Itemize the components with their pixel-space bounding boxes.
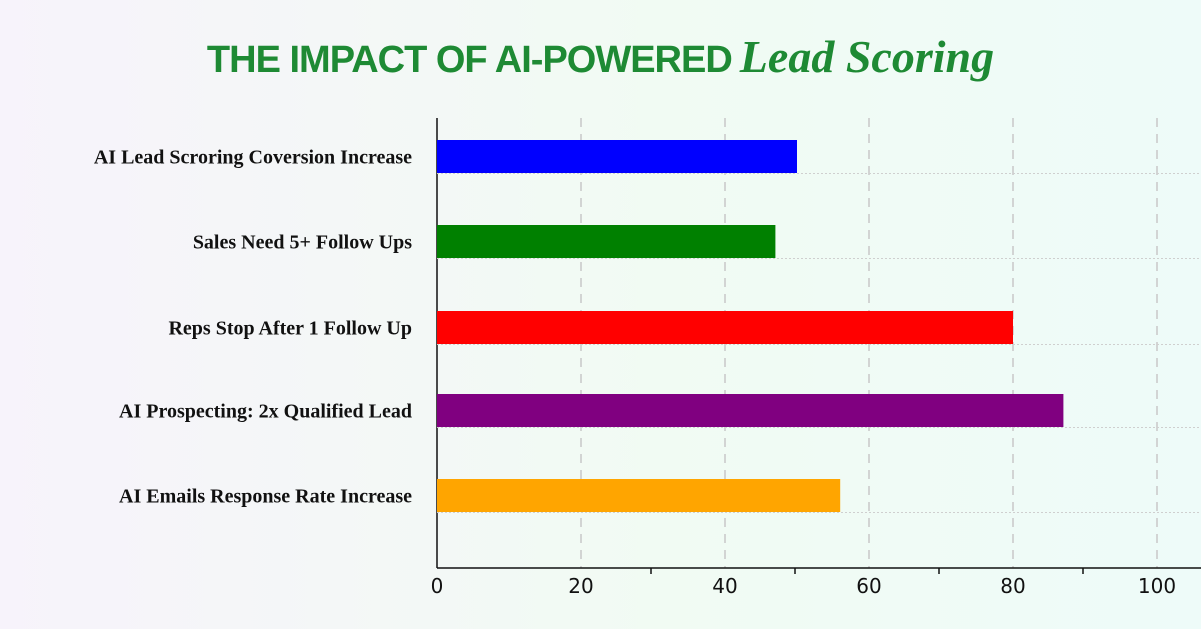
x-tick-label: 60 bbox=[856, 574, 881, 598]
x-tick-label: 100 bbox=[1138, 574, 1176, 598]
bar bbox=[437, 140, 797, 173]
bar bbox=[437, 311, 1013, 344]
category-label: AI Emails Response Rate Increase bbox=[119, 486, 412, 508]
x-tick-label: 80 bbox=[1000, 574, 1025, 598]
x-tick-label: 0 bbox=[431, 574, 444, 598]
category-label: AI Lead Scroring Coversion Increase bbox=[94, 147, 412, 169]
category-label: Sales Need 5+ Follow Ups bbox=[193, 232, 412, 254]
title-prefix: THE IMPACT OF AI-POWERED bbox=[206, 39, 733, 81]
title-emphasis: Lead Scoring bbox=[739, 31, 995, 82]
category-label: Reps Stop After 1 Follow Up bbox=[168, 318, 412, 340]
category-label: AI Prospecting: 2x Qualified Lead bbox=[119, 401, 412, 423]
bar bbox=[437, 479, 841, 512]
x-tick-label: 20 bbox=[568, 574, 593, 598]
bar bbox=[437, 394, 1064, 427]
x-tick-label: 40 bbox=[712, 574, 737, 598]
chart-title: THE IMPACT OF AI-POWERED Lead Scoring bbox=[0, 30, 1201, 83]
bar bbox=[437, 225, 776, 258]
